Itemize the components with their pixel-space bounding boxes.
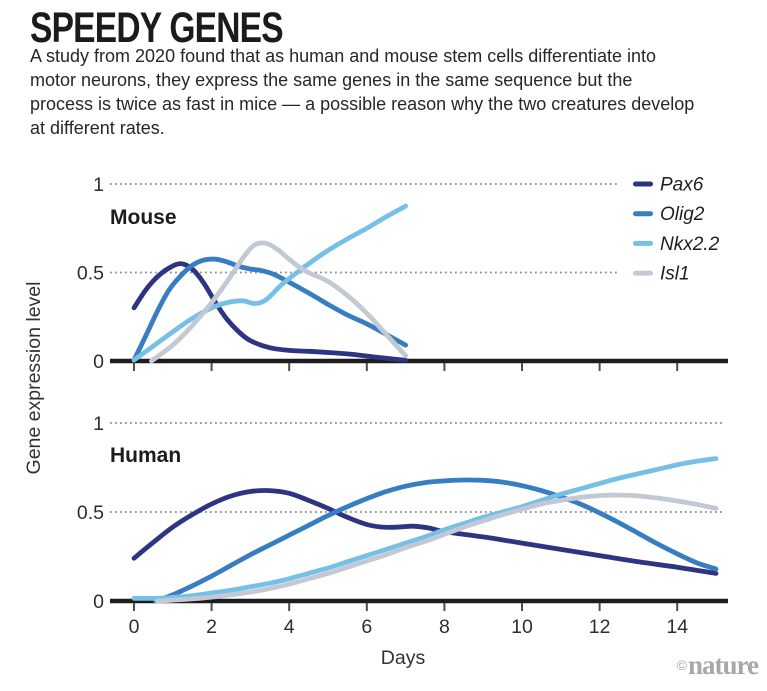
copyright-icon: © [676, 657, 687, 673]
legend-label-isl1: Isl1 [660, 264, 690, 285]
y-tick-label: 1 [93, 413, 104, 435]
x-tick-label: 8 [439, 616, 450, 638]
legend-swatch-olig2 [633, 211, 653, 217]
legend: Pax6 Olig2 Nkx2.2 Isl1 [633, 175, 720, 285]
y-tick-label: 0 [93, 351, 104, 373]
legend-swatch-nkx22 [633, 240, 653, 246]
series-line-olig2 [131, 256, 408, 363]
legend-swatch-isl1 [633, 270, 653, 276]
x-tick-label: 12 [589, 616, 611, 638]
legend-label-olig2: Olig2 [660, 204, 705, 225]
legend-label-pax6: Pax6 [660, 175, 704, 196]
y-tick-label: 0 [93, 591, 104, 613]
charts-svg: Gene expression level Mouse 00.51 Human … [23, 174, 728, 669]
y-tick-label: 0.5 [77, 263, 104, 285]
x-tick-label: 10 [511, 616, 533, 638]
series-line-isl1 [149, 240, 408, 364]
series-line-pax6 [131, 488, 719, 576]
mouse-panel-title: Mouse [110, 206, 177, 229]
legend-swatch-pax6 [633, 181, 653, 187]
x-axis-title: Days [381, 647, 426, 669]
nature-logo: nature [687, 650, 759, 680]
y-axis-title: Gene expression level [23, 282, 45, 475]
mouse-chart: Mouse 0 0.5 1 [77, 174, 728, 373]
series-line-nkx22 [131, 456, 719, 601]
figure-description: A study from 2020 found that as human an… [30, 46, 695, 138]
x-tick-label: 2 [206, 616, 217, 638]
human-chart: Human 00.510 2 4 6 8 10 12 14 [77, 413, 728, 638]
series-line-olig2 [152, 477, 719, 604]
y-tick-label: 1 [93, 174, 104, 196]
x-tick-label: 0 [129, 616, 140, 638]
x-tick-label: 14 [666, 616, 688, 638]
x-tick-label: 6 [361, 616, 372, 638]
nature-credit: ©nature [676, 650, 759, 680]
legend-label-nkx22: Nkx2.2 [660, 234, 720, 255]
x-tick-label: 4 [284, 616, 295, 638]
series-line-isl1 [154, 492, 719, 604]
series-line-pax6 [131, 261, 408, 363]
human-panel-title: Human [110, 444, 181, 467]
figure-title: SPEEDY GENES [30, 4, 284, 52]
series-line-nkx22 [131, 203, 408, 363]
y-tick-label: 0.5 [77, 502, 104, 524]
